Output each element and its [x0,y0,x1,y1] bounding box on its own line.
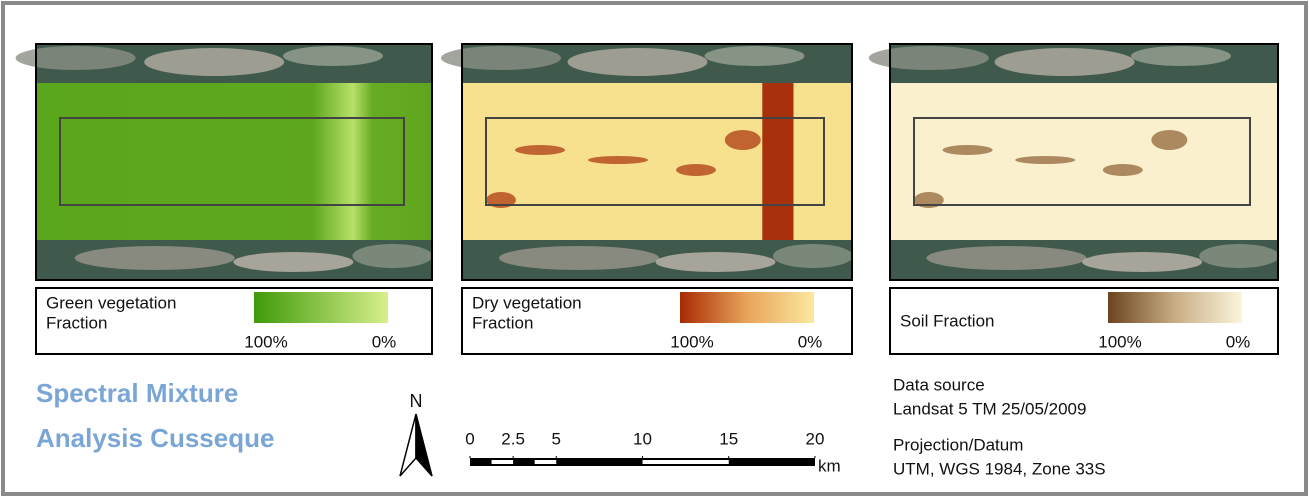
north-arrow: N [400,391,432,476]
legend-gradient [254,292,388,323]
source: Landsat 5 TM 25/05/2009 [893,399,1086,418]
imagery-patch [283,46,383,66]
legend-gradient [680,292,814,323]
imagery-patch [1199,244,1279,268]
imagery-patch [75,246,235,270]
scale-tick-label: 5 [552,429,561,448]
scale-tick-label: 10 [633,429,652,448]
imagery-patch [1131,46,1231,66]
imagery-patch [352,244,432,268]
imagery-patch [568,48,708,76]
legend-high-label: 100% [244,332,287,351]
imagery-patch [869,46,989,70]
legend-title: Dry vegetation [472,293,582,312]
fraction-patch [515,145,565,155]
legend-high-label: 100% [670,332,713,351]
map-title: Analysis Cusseque [36,423,274,453]
imagery-patch [441,46,561,70]
imagery-patch [499,246,659,270]
fraction-patch [1015,156,1075,164]
legend-high-label: 100% [1098,332,1141,351]
fraction-overlay [36,83,432,240]
map-title: Spectral Mixture [36,378,238,408]
projection: UTM, WGS 1984, Zone 33S [893,459,1106,478]
legend-low-label: 0% [1226,332,1251,351]
legend-low-label: 0% [798,332,823,351]
fraction-patch [676,164,716,176]
fraction-overlay [890,83,1278,240]
fraction-patch [762,83,793,240]
arrow-left [400,414,416,476]
scale-unit: km [818,456,841,475]
projection-heading: Projection/Datum [893,435,1023,454]
arrow-right [416,414,432,476]
scale-bar: 0 2.5 5 10 15 20 km [465,429,840,475]
imagery-patch [926,246,1086,270]
scale-tick-label: 2.5 [501,429,525,448]
source-heading: Data source [893,375,985,394]
imagery-patch [16,46,136,70]
map-layout: Green vegetationFraction100%0%Dry vegeta… [0,0,1309,497]
fraction-patch [943,145,993,155]
imagery-patch [773,244,853,268]
imagery-patch [705,46,805,66]
legend-title: Soil Fraction [900,311,994,330]
legend-low-label: 0% [372,332,397,351]
fraction-patch [588,156,648,164]
fraction-patch [1151,130,1187,150]
imagery-patch [1082,252,1202,272]
map-panel: Soil Fraction 100% 0% [869,44,1279,354]
scale-bar-segment [643,460,729,464]
scale-tick-label: 0 [465,429,474,448]
legend-title: Green vegetation [46,293,176,312]
imagery-patch [656,252,776,272]
legend-gradient [1108,292,1242,323]
scale-bar-segment [492,460,514,464]
scale-tick-label: 20 [806,429,825,448]
legend-title: Fraction [472,313,533,332]
north-label: N [410,391,423,411]
legend-title: Fraction [46,313,107,332]
fraction-patch [725,130,761,150]
fraction-patch [1103,164,1143,176]
imagery-patch [144,48,284,76]
scale-bar-segment [535,460,557,464]
imagery-patch [233,252,353,272]
imagery-patch [995,48,1135,76]
scale-tick-label: 15 [719,429,738,448]
